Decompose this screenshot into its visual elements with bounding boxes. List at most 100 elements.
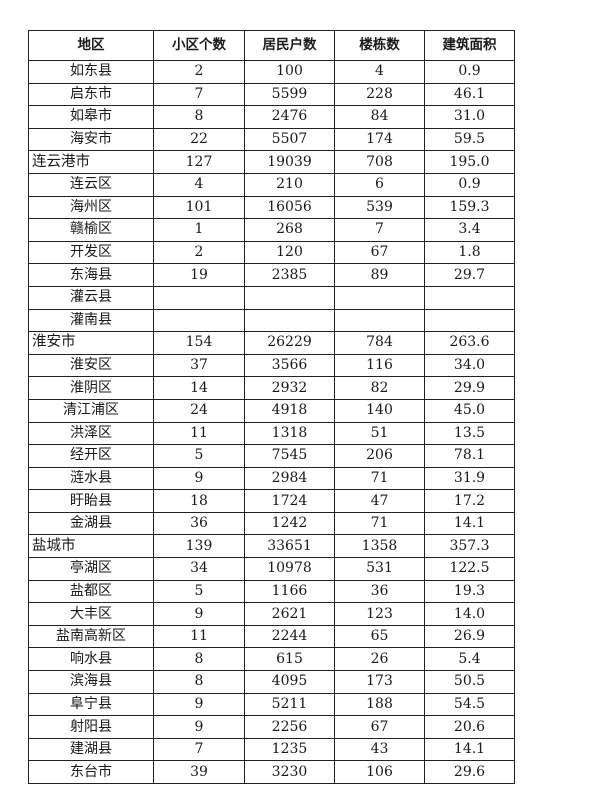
cell-floor-area: 54.5 — [424, 692, 515, 717]
cell-household-count: 2256 — [244, 715, 335, 739]
cell-household-count: 4095 — [244, 670, 335, 694]
cell-floor-area: 17.2 — [424, 489, 515, 513]
cell-region: 亭湖区 — [28, 557, 154, 581]
header-floor-area: 建筑面积 — [424, 30, 515, 61]
cell-community-count: 39 — [153, 760, 245, 784]
cell-building-count: 140 — [334, 398, 425, 423]
cell-floor-area: 122.5 — [424, 557, 515, 581]
cell-region: 涟水县 — [28, 466, 154, 491]
cell-region: 建湖县 — [28, 737, 154, 762]
cell-region: 盱眙县 — [28, 489, 154, 513]
cell-household-count: 10978 — [244, 557, 335, 581]
cell-region: 赣榆区 — [28, 218, 154, 242]
cell-building-count: 26 — [334, 647, 425, 672]
cell-community-count: 22 — [153, 127, 245, 152]
cell-region: 东台市 — [28, 760, 154, 784]
table-row: 滨海县 8 4095 173 50.5 — [28, 670, 515, 694]
cell-household-count: 2244 — [244, 624, 335, 649]
cell-floor-area: 29.7 — [424, 263, 515, 287]
table-row: 淮阴区 14 2932 82 29.9 — [28, 376, 515, 400]
table-row: 东海县 19 2385 89 29.7 — [28, 263, 515, 287]
cell-household-count: 2932 — [244, 376, 335, 400]
cell-floor-area: 13.5 — [424, 421, 515, 446]
cell-household-count: 1318 — [244, 421, 335, 446]
cell-floor-area: 14.1 — [424, 737, 515, 762]
table-row: 大丰区 9 2621 123 14.0 — [28, 602, 515, 626]
cell-building-count: 71 — [334, 511, 425, 536]
cell-building-count: 82 — [334, 376, 425, 400]
cell-community-count: 9 — [153, 466, 245, 491]
cell-building-count: 173 — [334, 670, 425, 694]
cell-floor-area: 263.6 — [424, 331, 515, 355]
cell-household-count: 5507 — [244, 127, 335, 152]
cell-community-count — [153, 308, 245, 333]
cell-region: 启东市 — [28, 82, 154, 107]
cell-region: 洪泽区 — [28, 421, 154, 446]
cell-household-count: 3566 — [244, 353, 335, 378]
cell-region: 清江浦区 — [28, 398, 154, 423]
cell-community-count: 19 — [153, 263, 245, 287]
table-row: 射阳县 9 2256 67 20.6 — [28, 715, 515, 739]
cell-region: 如皋市 — [28, 105, 154, 129]
table-row: 盱眙县 18 1724 47 17.2 — [28, 489, 515, 513]
cell-community-count: 18 — [153, 489, 245, 513]
cell-floor-area: 0.9 — [424, 60, 515, 84]
cell-household-count: 268 — [244, 218, 335, 242]
cell-building-count: 89 — [334, 263, 425, 287]
cell-region: 东海县 — [28, 263, 154, 287]
cell-community-count — [153, 285, 245, 310]
table-row: 如皋市 8 2476 84 31.0 — [28, 105, 515, 129]
table-row: 淮安区 37 3566 116 34.0 — [28, 353, 515, 378]
cell-community-count: 24 — [153, 398, 245, 423]
cell-household-count: 5599 — [244, 82, 335, 107]
cell-building-count: 116 — [334, 353, 425, 378]
cell-building-count: 206 — [334, 444, 425, 468]
table-row: 赣榆区 1 268 7 3.4 — [28, 218, 515, 242]
cell-region: 灌云县 — [28, 285, 154, 310]
cell-region: 盐都区 — [28, 579, 154, 604]
table-row: 洪泽区 11 1318 51 13.5 — [28, 421, 515, 446]
table-row: 灌南县 — [28, 308, 515, 333]
cell-region: 盐南高新区 — [28, 624, 154, 649]
cell-community-count: 11 — [153, 624, 245, 649]
cell-building-count: 36 — [334, 579, 425, 604]
cell-community-count: 36 — [153, 511, 245, 536]
table-row: 海州区 101 16056 539 159.3 — [28, 195, 515, 220]
cell-community-count: 11 — [153, 421, 245, 446]
cell-household-count: 2621 — [244, 602, 335, 626]
cell-floor-area: 50.5 — [424, 670, 515, 694]
table-row: 灌云县 — [28, 285, 515, 310]
cell-household-count: 1166 — [244, 579, 335, 604]
cell-community-count: 1 — [153, 218, 245, 242]
cell-community-count: 2 — [153, 60, 245, 84]
cell-household-count: 1724 — [244, 489, 335, 513]
cell-household-count: 2984 — [244, 466, 335, 491]
cell-household-count: 33651 — [244, 534, 335, 559]
cell-building-count: 106 — [334, 760, 425, 784]
cell-floor-area: 78.1 — [424, 444, 515, 468]
cell-community-count: 9 — [153, 715, 245, 739]
cell-community-count: 154 — [153, 331, 245, 355]
cell-floor-area: 46.1 — [424, 82, 515, 107]
statistics-table: 地区 小区个数 居民户数 楼栋数 建筑面积 如东县 2 100 4 0.9 启东市 7 559… — [28, 30, 515, 784]
cell-household-count: 1242 — [244, 511, 335, 536]
cell-floor-area: 14.0 — [424, 602, 515, 626]
cell-region: 响水县 — [28, 647, 154, 672]
cell-building-count: 4 — [334, 60, 425, 84]
cell-building-count: 71 — [334, 466, 425, 491]
cell-community-count: 7 — [153, 737, 245, 762]
cell-household-count: 2385 — [244, 263, 335, 287]
cell-community-count: 8 — [153, 647, 245, 672]
cell-floor-area: 19.3 — [424, 579, 515, 604]
cell-building-count: 784 — [334, 331, 425, 355]
cell-region: 灌南县 — [28, 308, 154, 333]
cell-floor-area: 31.0 — [424, 105, 515, 129]
table-header-row: 地区 小区个数 居民户数 楼栋数 建筑面积 — [28, 30, 515, 61]
table-row: 盐南高新区 11 2244 65 26.9 — [28, 624, 515, 649]
cell-region: 如东县 — [28, 60, 154, 84]
cell-building-count: 43 — [334, 737, 425, 762]
cell-building-count: 65 — [334, 624, 425, 649]
cell-household-count: 3230 — [244, 760, 335, 784]
cell-building-count: 67 — [334, 240, 425, 265]
cell-building-count: 47 — [334, 489, 425, 513]
